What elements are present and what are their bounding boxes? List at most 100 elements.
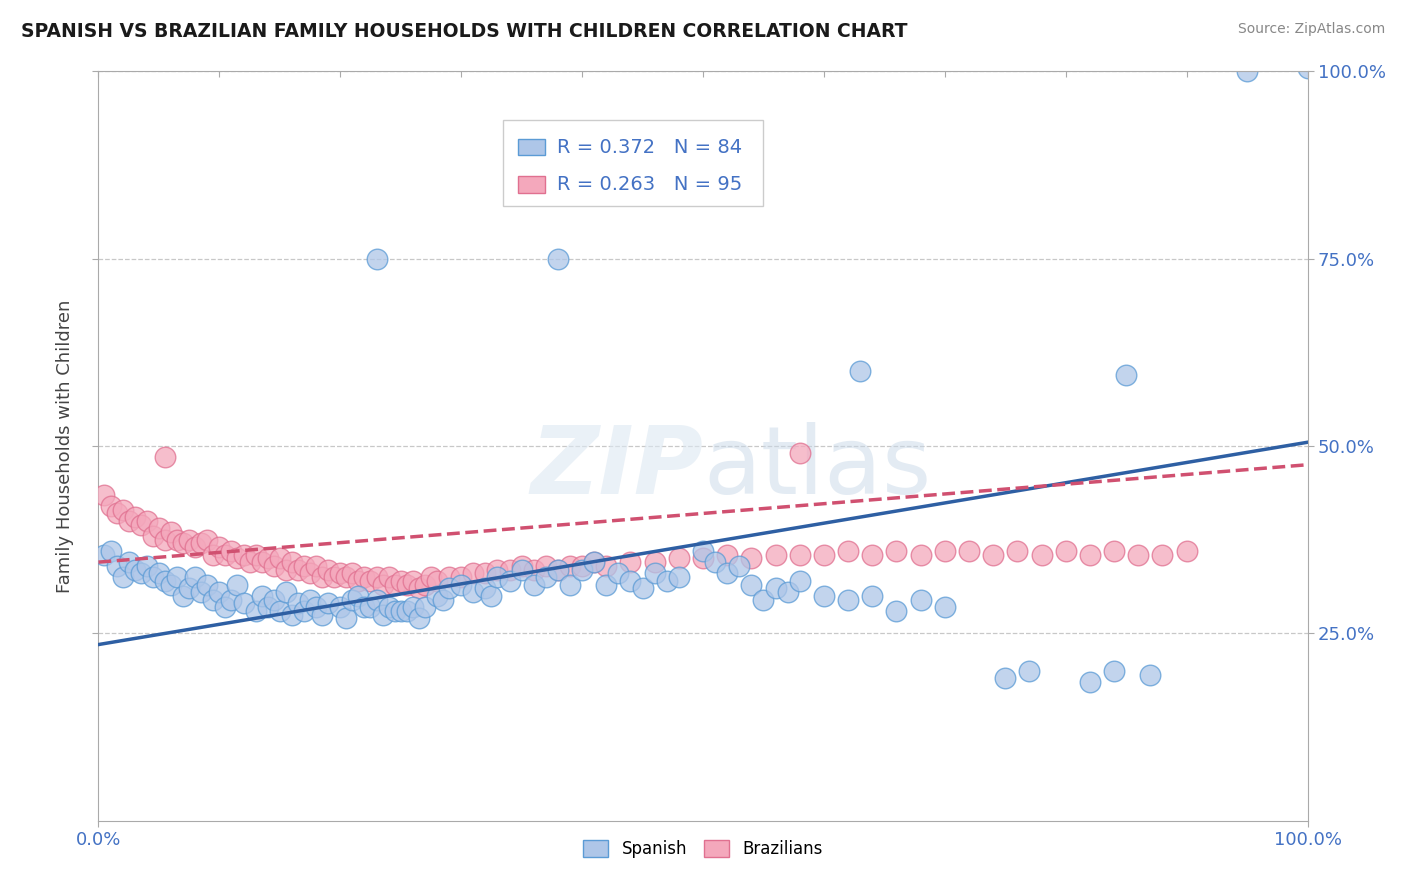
Text: ZIP: ZIP <box>530 423 703 515</box>
Point <box>366 592 388 607</box>
Point <box>408 582 430 596</box>
Text: SPANISH VS BRAZILIAN FAMILY HOUSEHOLDS WITH CHILDREN CORRELATION CHART: SPANISH VS BRAZILIAN FAMILY HOUSEHOLDS W… <box>21 22 908 41</box>
Point <box>100 499 122 513</box>
Point <box>105 558 128 573</box>
Point <box>316 596 339 610</box>
Point <box>1115 368 1137 382</box>
Point <box>118 514 141 528</box>
Point <box>704 555 727 569</box>
Text: R = 0.372   N = 84: R = 0.372 N = 84 <box>557 137 742 156</box>
Point <box>547 563 569 577</box>
Point <box>166 570 188 584</box>
Point <box>360 600 382 615</box>
Point <box>583 555 606 569</box>
Point <box>619 574 641 588</box>
Point <box>510 563 533 577</box>
Point <box>299 566 322 581</box>
Point <box>481 589 503 603</box>
Point <box>179 582 201 596</box>
Point <box>420 570 443 584</box>
Point <box>135 514 157 528</box>
Point <box>413 577 436 591</box>
Point <box>1078 675 1101 690</box>
Point <box>311 607 333 622</box>
Point <box>463 585 485 599</box>
Point <box>190 585 212 599</box>
Text: Source: ZipAtlas.com: Source: ZipAtlas.com <box>1237 22 1385 37</box>
Point <box>1296 61 1319 75</box>
Point <box>837 592 859 607</box>
Point <box>413 600 436 615</box>
Point <box>408 611 430 625</box>
Point <box>287 563 309 577</box>
Point <box>184 540 207 554</box>
Point <box>692 551 714 566</box>
FancyBboxPatch shape <box>517 177 544 193</box>
Point <box>547 563 569 577</box>
Point <box>849 364 872 378</box>
Point <box>571 558 593 573</box>
Point <box>1236 64 1258 78</box>
Point <box>886 544 908 558</box>
Point <box>740 551 762 566</box>
Point <box>250 555 273 569</box>
Point <box>1054 544 1077 558</box>
Point <box>347 589 370 603</box>
Point <box>111 570 134 584</box>
Point <box>93 548 115 562</box>
Point <box>910 548 932 562</box>
Point <box>281 607 304 622</box>
Point <box>353 570 375 584</box>
Point <box>202 592 225 607</box>
Point <box>595 558 617 573</box>
Point <box>281 555 304 569</box>
Point <box>1102 664 1125 678</box>
Point <box>124 563 146 577</box>
Point <box>366 252 388 266</box>
Point <box>118 555 141 569</box>
Point <box>510 558 533 573</box>
Point <box>371 607 394 622</box>
Point <box>1128 548 1150 562</box>
Point <box>498 563 520 577</box>
Point <box>190 536 212 550</box>
Point <box>752 592 775 607</box>
Point <box>655 574 678 588</box>
Point <box>813 589 835 603</box>
Point <box>607 566 630 581</box>
Point <box>105 507 128 521</box>
Point <box>716 548 738 562</box>
Point <box>245 548 267 562</box>
Point <box>498 574 520 588</box>
Point <box>377 570 399 584</box>
Point <box>1007 544 1029 558</box>
Point <box>776 585 799 599</box>
Point <box>910 592 932 607</box>
Point <box>172 536 194 550</box>
Point <box>740 577 762 591</box>
Point <box>129 566 152 581</box>
Point <box>129 517 152 532</box>
Point <box>860 548 883 562</box>
Point <box>668 551 690 566</box>
Point <box>347 574 370 588</box>
Point <box>329 600 352 615</box>
Point <box>1102 544 1125 558</box>
Point <box>886 604 908 618</box>
Point <box>208 585 231 599</box>
Point <box>437 570 460 584</box>
Point <box>486 563 509 577</box>
Point <box>644 555 666 569</box>
Point <box>558 577 581 591</box>
Point <box>437 582 460 596</box>
Point <box>329 566 352 581</box>
Point <box>463 566 485 581</box>
Point <box>765 582 787 596</box>
Point <box>184 570 207 584</box>
Point <box>179 533 201 547</box>
Point <box>716 566 738 581</box>
Point <box>221 544 243 558</box>
Point <box>402 574 425 588</box>
Point <box>558 558 581 573</box>
Point <box>153 533 176 547</box>
